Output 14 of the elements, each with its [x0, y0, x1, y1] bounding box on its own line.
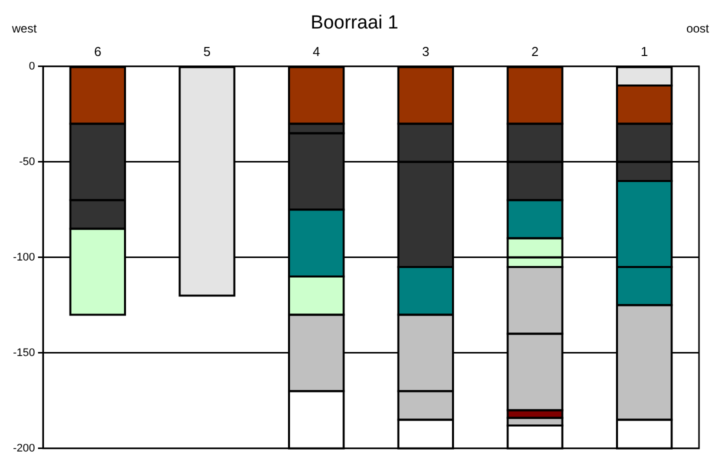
- x-tick-label: 6: [94, 44, 102, 60]
- y-tick-label: -100: [12, 251, 36, 264]
- x-tick-label: 4: [312, 44, 320, 60]
- y-tick-label: 0: [28, 60, 36, 72]
- chart-title: Boorraai 1: [310, 12, 398, 34]
- x-tick-label: 3: [422, 44, 430, 60]
- y-tick-label: -200: [12, 442, 36, 454]
- text: oost: [686, 21, 710, 36]
- x-tick-label: 5: [203, 44, 211, 60]
- text: west: [11, 21, 38, 36]
- x-tick-label: 1: [640, 44, 648, 60]
- x-tick-label: 2: [531, 44, 539, 60]
- y-tick-label: -50: [19, 156, 36, 168]
- y-tick-label: -150: [12, 346, 36, 359]
